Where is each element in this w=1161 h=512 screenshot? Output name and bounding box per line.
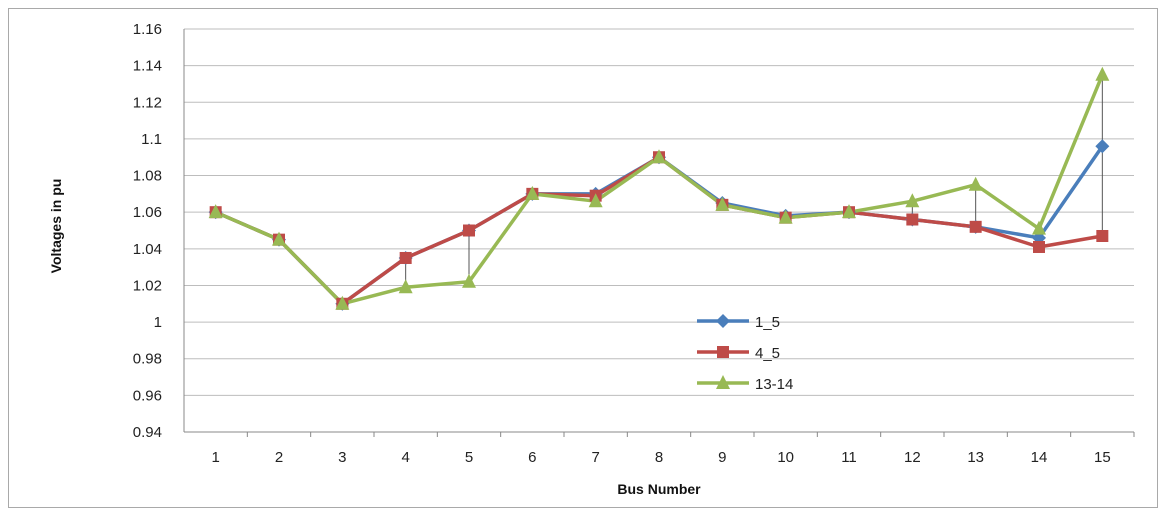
y-tick-label: 1 xyxy=(154,314,162,331)
data-point-13-14 xyxy=(208,204,223,219)
data-point-4_5 xyxy=(399,251,412,264)
y-axis-title: Voltages in pu xyxy=(48,179,64,274)
data-point-13-14 xyxy=(525,185,540,200)
x-tick-label: 1 xyxy=(211,449,219,466)
legend-label: 1_5 xyxy=(755,314,780,331)
data-point-13-14 xyxy=(335,295,350,310)
x-tick-label: 5 xyxy=(465,449,473,466)
x-tick-label: 14 xyxy=(1031,449,1048,466)
data-point-4_5 xyxy=(1096,229,1109,242)
x-tick-label: 8 xyxy=(655,449,663,466)
data-point-4_5 xyxy=(969,220,982,233)
x-axis-title: Bus Number xyxy=(617,481,701,497)
data-point-13-14 xyxy=(842,204,856,219)
x-tick-labels: 1 2 3 4 5 6 7 8 9 10 11 12 13 14 15 xyxy=(211,432,1135,466)
series-line-4_5 xyxy=(214,155,1103,306)
x-tick-label: 13 xyxy=(967,449,984,466)
data-point-13-14 xyxy=(1032,220,1046,235)
data-point-13-14 xyxy=(588,193,603,208)
data-point-13-14 xyxy=(1095,66,1110,81)
chart-frame: 0.94 0.96 0.98 1 1.02 1.04 1.06 1.08 1.1 1.12 1.14… xyxy=(8,8,1158,508)
x-tick-label: 11 xyxy=(841,449,857,466)
data-point-13-14 xyxy=(778,209,793,224)
y-tick-label: 1.16 xyxy=(133,21,162,38)
data-point-13-14 xyxy=(462,273,476,288)
y-tick-label: 1.08 xyxy=(133,168,162,185)
legend-marker xyxy=(716,314,730,328)
data-point-13-14 xyxy=(398,279,413,294)
series-markers xyxy=(208,66,1110,311)
y-tick-label: 1.1 xyxy=(141,131,162,148)
data-point-4_5 xyxy=(463,224,475,237)
x-tick-label: 12 xyxy=(904,449,921,466)
x-tick-label: 15 xyxy=(1094,449,1111,466)
data-point-13-14 xyxy=(715,196,730,211)
y-tick-label: 1.12 xyxy=(133,94,162,111)
x-tick-label: 7 xyxy=(591,449,599,466)
x-tick-label: 9 xyxy=(718,449,726,466)
y-tick-label: 1.02 xyxy=(133,277,162,294)
y-tick-label: 0.98 xyxy=(133,351,162,368)
series-lines xyxy=(214,74,1104,306)
x-tick-label: 2 xyxy=(275,449,283,466)
data-point-13-14 xyxy=(272,231,286,246)
legend: 1_5 4_5 13-14 xyxy=(697,314,793,393)
data-point-13-14 xyxy=(905,193,920,208)
x-tick-label: 6 xyxy=(528,449,536,466)
legend-label: 4_5 xyxy=(755,345,780,362)
y-tick-labels: 0.94 0.96 0.98 1 1.02 1.04 1.06 1.08 1.1 1.12 1.14… xyxy=(133,21,162,441)
legend-marker xyxy=(716,375,730,389)
y-tick-label: 1.06 xyxy=(133,204,162,221)
data-point-1_5 xyxy=(1095,139,1110,154)
y-tick-label: 1.04 xyxy=(133,241,162,258)
gridlines xyxy=(183,28,1134,433)
x-tick-label: 3 xyxy=(338,449,346,466)
x-tick-label: 4 xyxy=(401,449,409,466)
drop-lines xyxy=(405,74,1103,288)
y-tick-label: 0.96 xyxy=(133,387,162,404)
x-tick-label: 10 xyxy=(777,449,794,466)
data-point-4_5 xyxy=(1033,240,1045,253)
legend-label: 13-14 xyxy=(755,376,793,393)
data-point-13-14 xyxy=(652,149,666,164)
legend-marker xyxy=(717,346,729,358)
y-tick-label: 0.94 xyxy=(133,424,162,441)
voltage-line-chart: 0.94 0.96 0.98 1 1.02 1.04 1.06 1.08 1.1 1.12 1.14… xyxy=(48,21,1135,497)
series-line-13-14 xyxy=(214,74,1104,306)
data-point-13-14 xyxy=(968,176,983,191)
data-point-4_5 xyxy=(906,213,919,226)
y-tick-label: 1.14 xyxy=(133,58,162,75)
